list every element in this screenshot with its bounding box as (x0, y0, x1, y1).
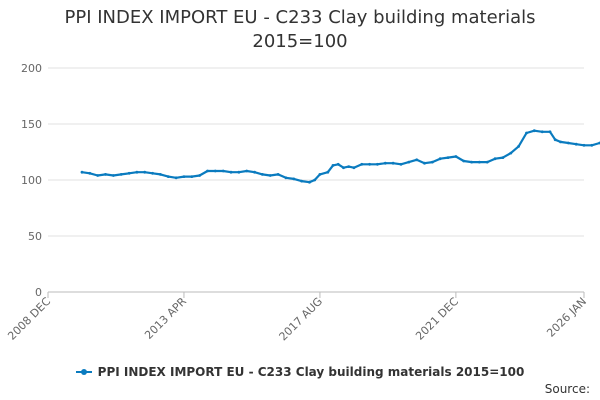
data-point (308, 180, 311, 184)
data-point (590, 143, 594, 147)
data-point (478, 160, 481, 164)
data-point (493, 157, 497, 161)
legend[interactable]: PPI INDEX IMPORT EU - C233 Clay building… (0, 362, 600, 379)
data-point (501, 156, 505, 160)
data-point (331, 164, 335, 167)
data-point (485, 160, 489, 164)
data-point (119, 173, 123, 176)
y-tick-label: 0 (35, 286, 42, 299)
x-tick-label: 2026 JAN (544, 295, 589, 340)
x-tick-label: 2021 DEC (413, 295, 461, 343)
data-point (582, 143, 586, 147)
data-point (368, 162, 371, 166)
chart-title-line1: PPI INDEX IMPORT EU - C233 Clay building… (64, 7, 536, 28)
y-tick-label: 50 (28, 230, 42, 243)
data-point (292, 177, 296, 181)
data-point (206, 169, 209, 173)
data-point (532, 129, 536, 133)
data-point (253, 170, 256, 174)
data-point (237, 170, 241, 174)
data-point (326, 170, 330, 174)
data-point (509, 151, 513, 155)
data-point (229, 170, 233, 174)
data-point (88, 171, 92, 175)
data-point (166, 175, 170, 179)
data-point (245, 169, 249, 173)
data-point (174, 176, 178, 180)
data-point (276, 173, 280, 176)
data-point (446, 156, 450, 160)
data-point (574, 142, 578, 146)
data-point (80, 170, 84, 174)
data-point (300, 179, 303, 183)
data-point (190, 175, 194, 179)
data-point (559, 140, 562, 144)
data-point (213, 169, 217, 173)
data-point (423, 161, 426, 165)
data-point (198, 174, 202, 177)
data-point (352, 166, 356, 170)
data-point (112, 174, 115, 177)
x-tick-label: 2013 APR (142, 295, 189, 342)
legend-line-marker-icon (75, 369, 92, 375)
source-label[interactable]: Source: (544, 382, 590, 396)
data-point (221, 169, 225, 173)
chart-title-line2: 2015=100 (252, 31, 348, 52)
data-point (342, 166, 345, 170)
legend-item[interactable]: PPI INDEX IMPORT EU - C233 Clay building… (75, 365, 525, 379)
data-point (454, 155, 458, 158)
data-point (566, 141, 570, 145)
data-point (399, 162, 403, 166)
chart-title: PPI INDEX IMPORT EU - C233 Clay building… (0, 6, 600, 54)
data-point (313, 178, 317, 182)
y-tick-label: 200 (21, 62, 42, 75)
data-point (391, 161, 395, 165)
data-point (143, 170, 147, 174)
data-point (151, 171, 155, 175)
data-point (318, 173, 322, 176)
data-point (438, 157, 442, 161)
data-point (159, 173, 162, 176)
data-point (407, 160, 411, 164)
data-point (376, 162, 379, 166)
data-point (135, 170, 139, 174)
data-point (431, 160, 434, 164)
data-point (336, 162, 340, 166)
line-chart: 0 50 100 150 200 2008 DEC 2013 APR 2017 AUG 2021… (5, 62, 600, 344)
data-point (415, 158, 419, 162)
data-point (96, 174, 100, 177)
data-point (383, 161, 387, 165)
data-point (553, 138, 557, 142)
y-tick-label: 100 (21, 174, 42, 187)
data-point (525, 131, 528, 135)
data-point (127, 171, 131, 175)
data-point (268, 174, 272, 177)
data-point (517, 145, 520, 148)
data-point (261, 173, 264, 176)
data-point (284, 176, 288, 180)
y-tick-label: 150 (21, 118, 42, 131)
data-point (470, 160, 473, 164)
data-point (347, 165, 351, 169)
data-point (540, 130, 544, 134)
data-point (182, 175, 186, 179)
data-point (548, 130, 552, 134)
data-point (462, 159, 466, 163)
x-tick-label: 2008 DEC (5, 295, 53, 343)
legend-label: PPI INDEX IMPORT EU - C233 Clay building… (97, 365, 525, 379)
data-point (104, 173, 107, 176)
data-point (360, 162, 364, 166)
x-tick-label: 2017 AUG (277, 295, 326, 344)
